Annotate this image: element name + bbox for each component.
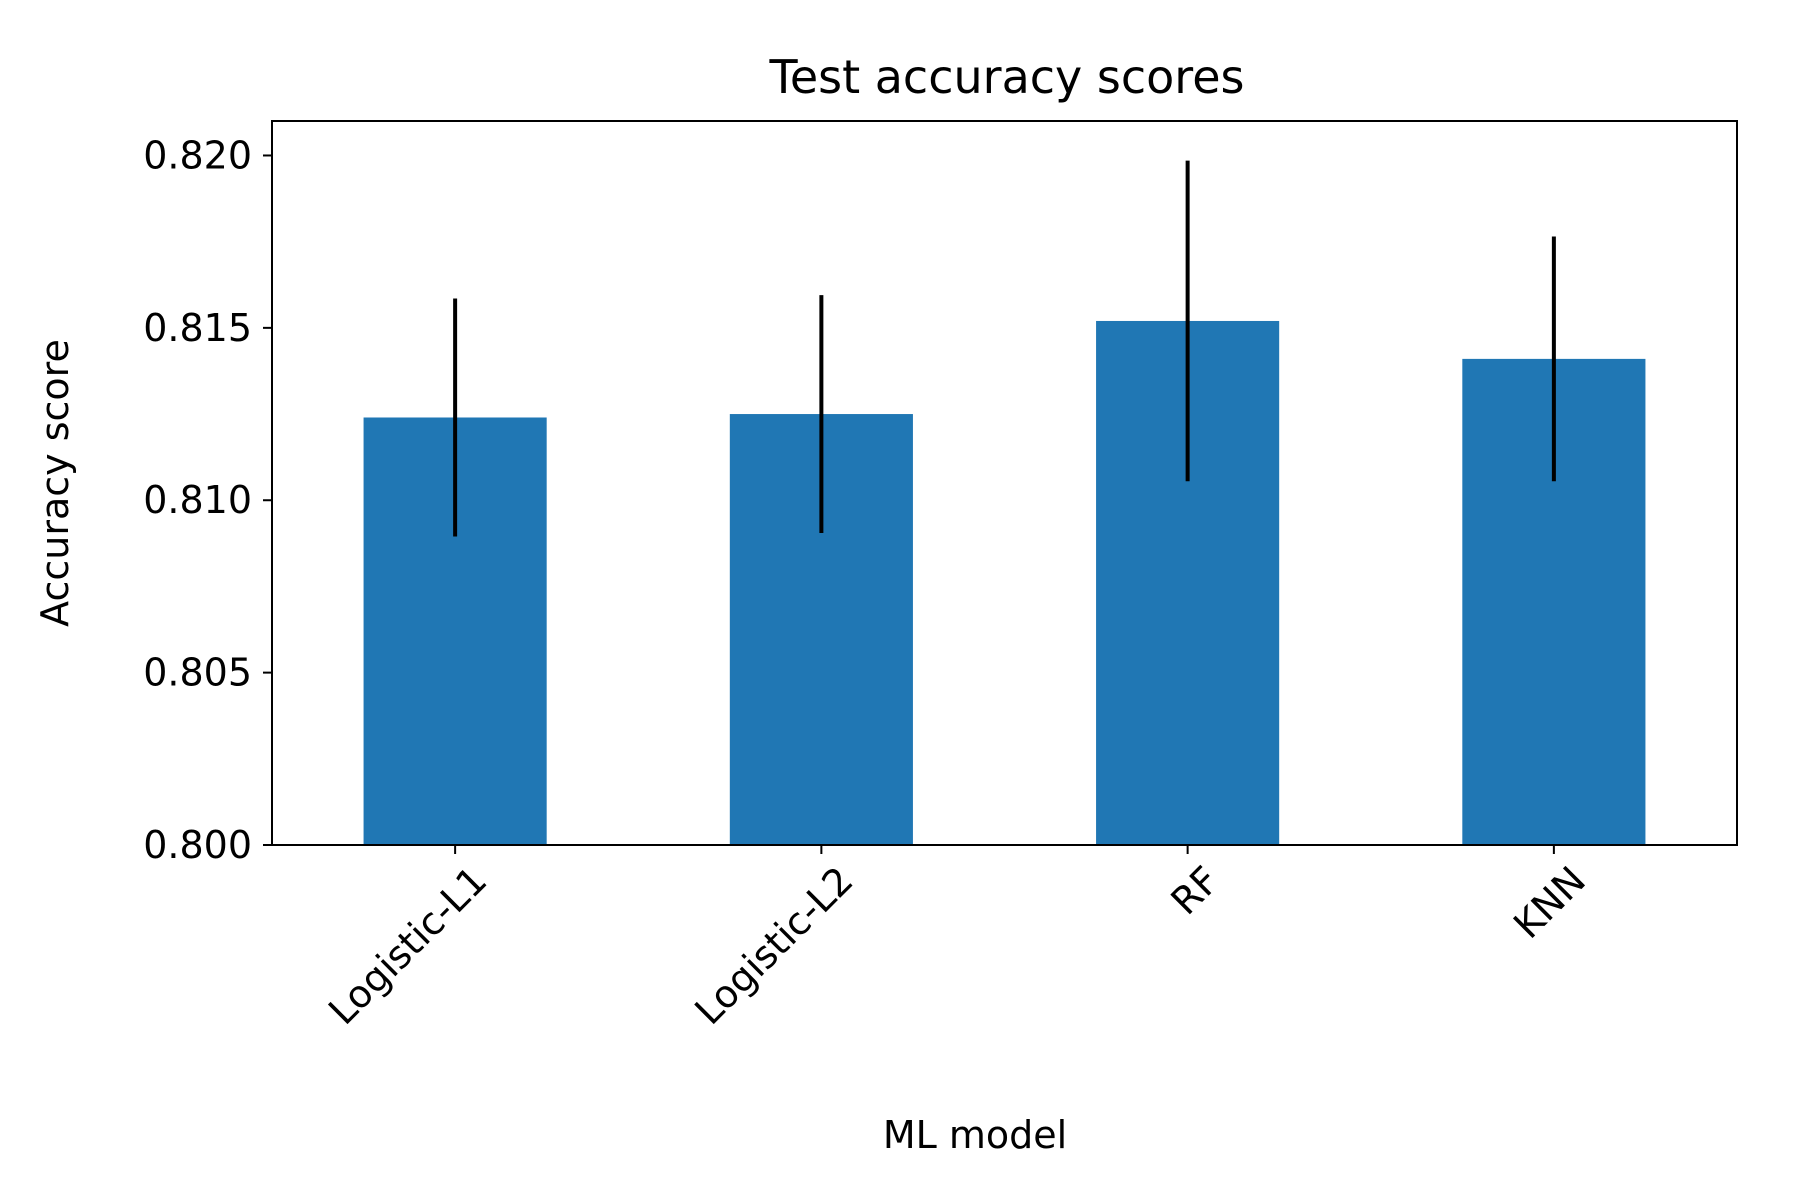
error-bars-layer [453, 160, 1556, 537]
y-ticks-layer: 0.800 0.805 0.810 0.815 0.820 [143, 133, 272, 867]
x-axis-label: ML model [883, 1113, 1067, 1157]
x-tick-label-logistic-l2: Logistic-L2 [686, 858, 861, 1033]
bars-layer [363, 320, 1646, 845]
axes-layer [271, 120, 1738, 846]
y-tick-label: 0.805 [143, 651, 252, 695]
plot-frame [271, 120, 1738, 846]
y-tick-label: 0.820 [143, 133, 252, 177]
y-axis-label: Accuracy score [33, 339, 77, 627]
x-tick-label-logistic-l1: Logistic-L1 [320, 858, 495, 1033]
y-tick-label: 0.815 [143, 306, 252, 350]
y-tick-label: 0.800 [143, 823, 252, 867]
x-tick-label-knn: KNN [1505, 858, 1594, 947]
y-tick-label: 0.810 [143, 478, 252, 522]
x-ticks-layer: Logistic-L1 Logistic-L2 RF KNN [320, 845, 1594, 1033]
x-tick-label-rf: RF [1163, 858, 1228, 923]
chart-title: Test accuracy scores [769, 50, 1245, 104]
